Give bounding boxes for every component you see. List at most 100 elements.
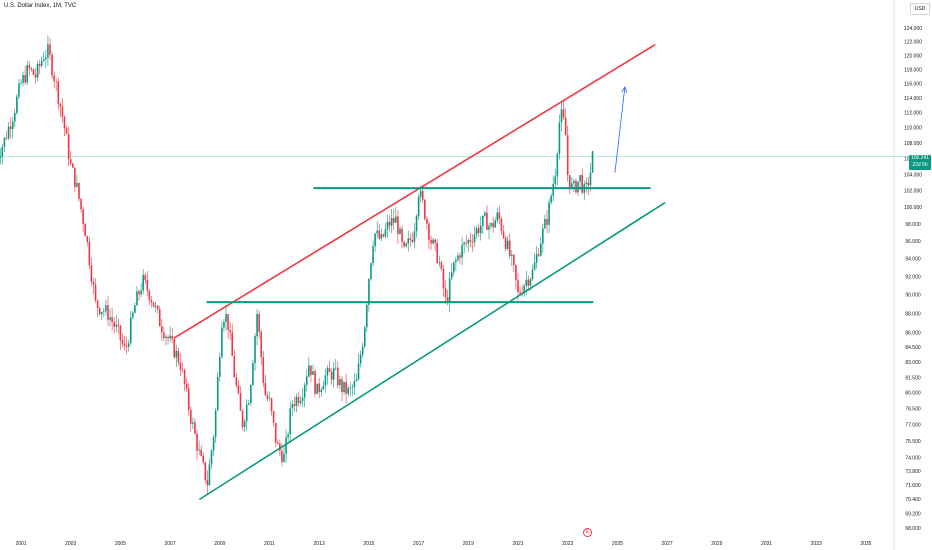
candle-body bbox=[119, 325, 122, 341]
candle-body bbox=[513, 254, 515, 266]
candle-body bbox=[432, 239, 434, 244]
candle-body bbox=[9, 126, 12, 129]
candle-body bbox=[65, 128, 68, 134]
candle-body bbox=[264, 383, 267, 396]
candle-body bbox=[82, 209, 84, 225]
candle-body bbox=[198, 449, 200, 451]
candle-body bbox=[519, 291, 521, 294]
candle-body bbox=[426, 218, 428, 224]
candle-body bbox=[190, 409, 192, 424]
x-tick-label: 2003 bbox=[65, 541, 76, 547]
candle-body bbox=[175, 350, 178, 358]
candle-body bbox=[301, 397, 304, 401]
candle-body bbox=[76, 183, 78, 187]
candle-body bbox=[270, 398, 273, 412]
candle-body bbox=[59, 103, 62, 107]
candle-body bbox=[243, 421, 246, 428]
candle-body bbox=[212, 437, 215, 451]
candle-body bbox=[28, 65, 31, 69]
candle-body bbox=[18, 83, 20, 97]
x-tick-label: 2001 bbox=[15, 541, 26, 547]
y-tick-label: 74.000 bbox=[905, 456, 921, 462]
candle-body bbox=[208, 464, 211, 486]
candle-body bbox=[283, 453, 285, 462]
candle-body bbox=[550, 195, 552, 203]
x-tick-label: 2015 bbox=[363, 541, 374, 547]
time-axis[interactable]: 2001 2003 2005 2007 2009 2011 2013 2015 2017 2019… bbox=[15, 541, 871, 547]
candle-body bbox=[187, 388, 190, 410]
candle-body bbox=[548, 202, 550, 225]
candle-body bbox=[450, 272, 453, 279]
y-tick-label: 71.600 bbox=[905, 483, 921, 489]
candle-body bbox=[109, 317, 111, 320]
y-tick-label: 86.000 bbox=[905, 331, 921, 337]
candle-body bbox=[428, 223, 430, 240]
candle-body bbox=[539, 243, 542, 256]
y-tick-label: 69.200 bbox=[905, 511, 921, 517]
x-tick-label: 2013 bbox=[314, 541, 325, 547]
candle-body bbox=[585, 182, 588, 184]
candle-body bbox=[86, 236, 89, 242]
y-tick-label: 100.000 bbox=[904, 205, 922, 211]
chart-title: U.S. Dollar Index, 1M, TVC bbox=[4, 3, 77, 9]
candle-body bbox=[407, 238, 410, 244]
candle-body bbox=[129, 317, 132, 344]
candle-body bbox=[368, 279, 370, 305]
candle-body bbox=[53, 75, 55, 82]
x-tick-label: 2009 bbox=[214, 541, 225, 547]
candle-body bbox=[587, 182, 590, 186]
candle-body bbox=[185, 383, 188, 389]
candle-body bbox=[223, 321, 225, 328]
candle-body bbox=[202, 455, 205, 463]
candle-body bbox=[22, 74, 24, 83]
candle-body bbox=[250, 384, 252, 404]
candle-body bbox=[214, 410, 217, 438]
candle-body bbox=[424, 199, 426, 219]
drawings-layer[interactable] bbox=[174, 44, 666, 500]
candle-body bbox=[47, 44, 49, 58]
candle-body bbox=[537, 254, 540, 256]
candle-body bbox=[252, 363, 254, 385]
candle-body bbox=[471, 241, 474, 243]
x-tick-label: 2029 bbox=[711, 541, 722, 547]
candle-body bbox=[444, 288, 447, 298]
candle-body bbox=[446, 297, 449, 303]
candle-body bbox=[577, 181, 579, 193]
candle-body bbox=[276, 442, 279, 444]
y-tick-label: 78.500 bbox=[905, 406, 921, 412]
candle-body bbox=[171, 335, 173, 339]
y-tick-label: 90.000 bbox=[905, 293, 921, 299]
candle-body bbox=[363, 327, 366, 347]
candle-body bbox=[196, 433, 198, 451]
candle-body bbox=[3, 137, 6, 148]
candle-body bbox=[380, 234, 383, 239]
candle-body bbox=[494, 220, 497, 228]
candle-body bbox=[419, 190, 422, 197]
candle-body bbox=[332, 368, 335, 380]
candle-body bbox=[324, 375, 327, 386]
y-tick-label: 77.000 bbox=[905, 423, 921, 429]
candle-body bbox=[210, 450, 213, 465]
candle-body bbox=[401, 228, 403, 242]
candle-body bbox=[84, 224, 86, 237]
channel-resistance-line bbox=[174, 44, 656, 339]
candle-body bbox=[291, 404, 294, 409]
candle-body bbox=[200, 449, 202, 456]
y-tick-label: 102.000 bbox=[904, 189, 922, 195]
candle-body bbox=[341, 379, 343, 393]
candle-body bbox=[390, 218, 393, 226]
earnings-event-badge[interactable]: E bbox=[583, 528, 592, 537]
price-axis[interactable]: 124.000 122.000 120.000 118.000 116.000 114.0… bbox=[904, 26, 922, 532]
currency-button[interactable]: USD bbox=[910, 3, 930, 15]
candle-body bbox=[231, 332, 234, 356]
candle-body bbox=[397, 216, 399, 234]
candle-body bbox=[266, 395, 269, 399]
candle-body bbox=[510, 254, 513, 256]
candle-body bbox=[575, 180, 577, 193]
candle-body bbox=[457, 255, 459, 261]
candle-body bbox=[192, 422, 194, 424]
candle-body bbox=[1, 147, 4, 157]
candle-body bbox=[55, 81, 58, 82]
candle-body bbox=[353, 381, 356, 388]
